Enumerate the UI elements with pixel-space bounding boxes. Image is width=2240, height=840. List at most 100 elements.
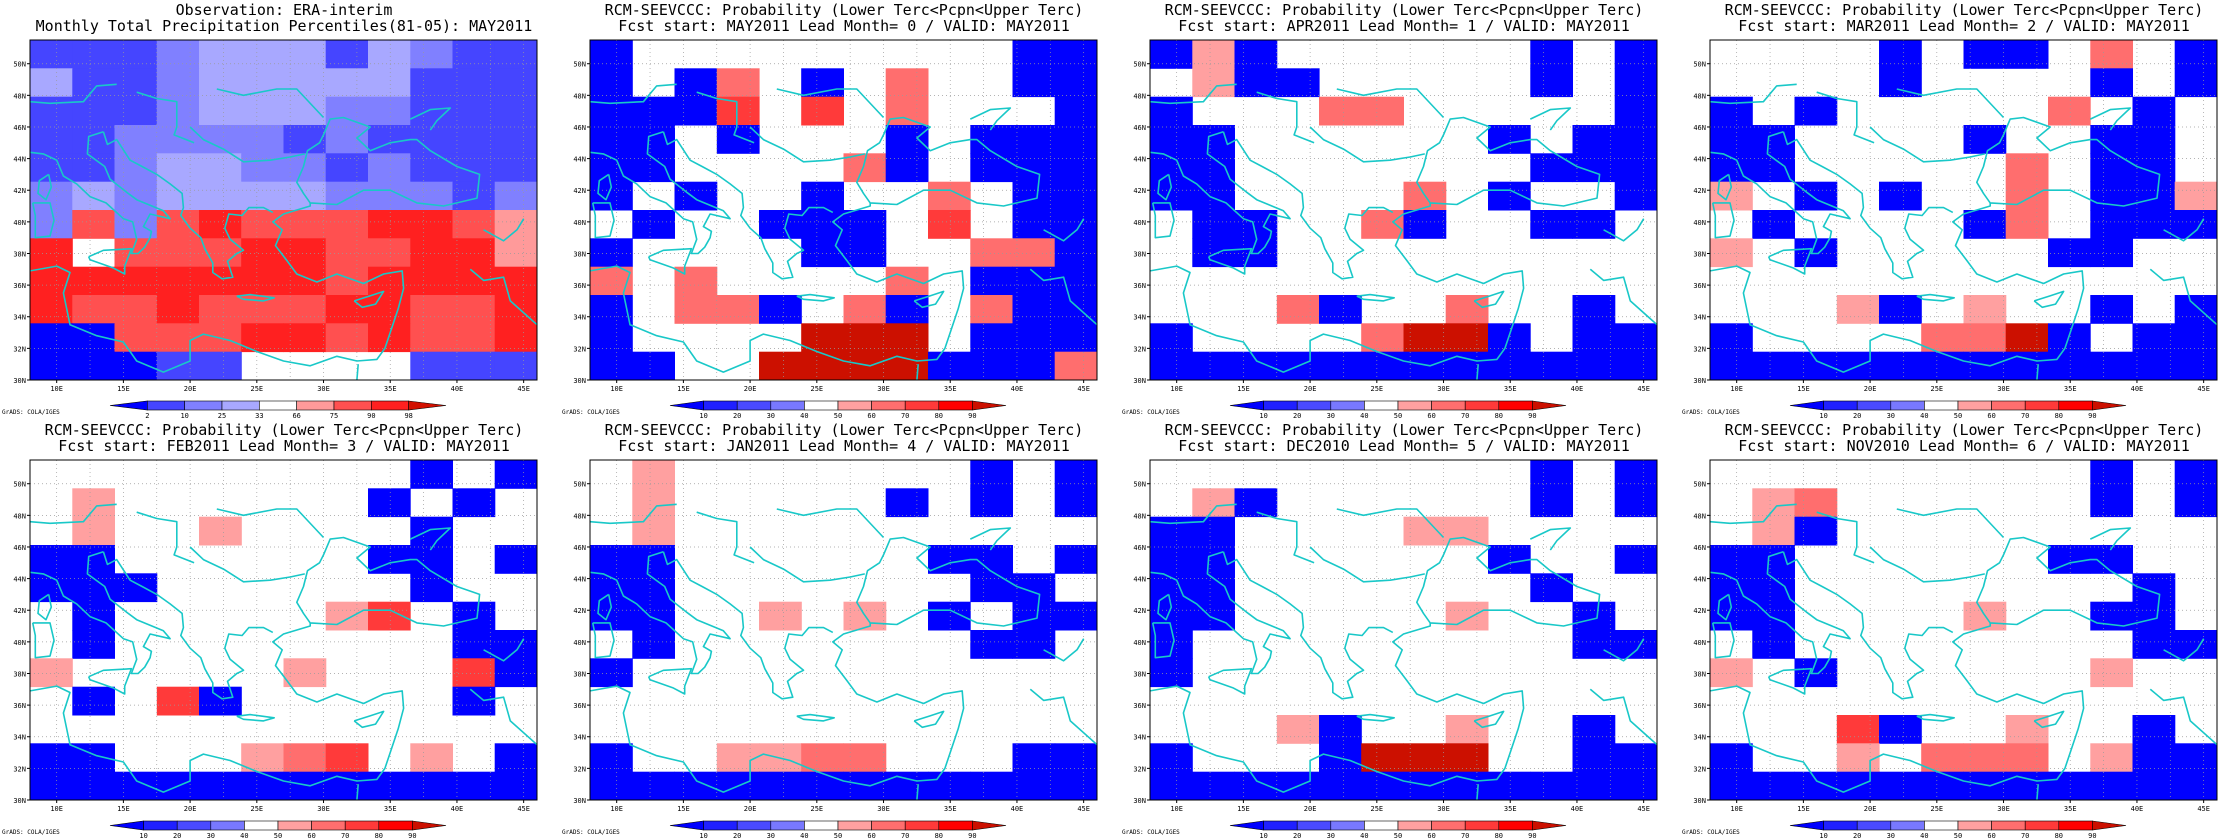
lat-tick-label: 40N [1693,639,1706,647]
colorbar-label: 80 [2055,412,2063,420]
colorbar: 10 20 30 40 50 60 70 80 90 [1789,400,2127,420]
lon-tick-label: 45E [2197,805,2210,813]
grid-cell [1150,323,1193,353]
coastline [1222,551,1394,700]
lat-tick-label: 38N [1693,670,1706,678]
lat-tick-label: 50N [1133,481,1146,489]
grid-cell [1361,771,1404,800]
colorbar-segment [1498,820,1533,831]
grid-cell [156,266,200,296]
lat-tick-label: 38N [1133,670,1146,678]
colorbar-segment [1464,400,1500,411]
colorbar-segment [109,400,148,411]
grid-cell [410,743,453,773]
grid-cell [632,630,675,659]
lat-tick-label: 38N [573,250,586,258]
grid-cell [2132,181,2176,211]
grid-cell [283,125,327,154]
grid-cell [30,295,73,324]
colorbar-label: 30 [1887,412,1895,420]
colorbar-segment [1823,820,1858,831]
grid-cell [1054,743,1097,773]
grid-cell [1752,545,1795,574]
coastline [1710,503,1797,525]
grid-cell [1319,715,1362,744]
grid-cell [759,771,802,800]
grid-cell [2090,295,2133,324]
grid-cell [1879,771,1922,800]
grid-cell [632,516,675,546]
colorbar: 10 20 30 40 50 60 70 80 90 [1229,820,1567,840]
coastline [189,126,305,163]
grid-cell [452,601,496,631]
colorbar-segment [244,820,279,831]
grid-cell [801,351,844,380]
coastline [1473,290,1505,309]
grid-cell [1530,771,1573,800]
grid-cell [410,266,453,296]
grid-cell [325,323,369,353]
colorbar: 10 20 30 40 50 60 70 80 90 [1789,820,2127,840]
lon-tick-label: 20E [184,385,197,393]
colorbar-segment [736,820,772,831]
grid-cell [452,68,496,98]
grid-cell [2174,181,2217,211]
coastline [590,550,731,675]
grid-cell [368,210,411,239]
coastline [236,293,275,302]
grid-cell [1921,771,1964,800]
coastline [1473,710,1505,729]
grid-cell [2174,743,2217,773]
lat-tick-label: 42N [573,607,586,615]
colorbar-segment [344,820,380,831]
lon-tick-label: 25E [1370,805,1383,813]
grid-cell [452,658,496,688]
colorbar-label: 40 [800,832,808,840]
coastline [216,508,325,539]
coastline [647,247,693,275]
grid-cell [1530,573,1573,603]
colorbar-segment [871,820,906,831]
panel-title-line2: Fcst start: FEB2011 Lead Month= 3 / VALI… [58,437,510,455]
grid-cell [1150,40,1193,69]
grid-cell [1054,238,1097,268]
grid-cell [2090,351,2133,380]
coastline [1256,511,1315,564]
map-panel-lead2: RCM-SEEVCCC: Probability (Lower Terc<Pcp… [1682,1,2218,420]
coastline [2149,268,2217,326]
grid-cell [494,238,537,268]
grid-cell [632,210,675,239]
grid-cell [843,295,887,324]
grid-cell [1614,488,1657,518]
panel-title-line2: Fcst start: JAN2011 Lead Month= 4 / VALI… [618,437,1070,455]
lat-tick-label: 50N [1693,61,1706,69]
grid-cell [72,488,115,518]
colorbar-label: 33 [255,412,263,420]
coastline [2163,218,2205,242]
grid-cell [1012,351,1056,380]
grid-cell [2132,743,2176,773]
grid-cell [452,323,496,353]
grid-cell [2132,630,2176,659]
grid-cell [1403,771,1447,800]
colorbar-label: 90 [408,832,416,840]
lat-tick-label: 50N [573,481,586,489]
grid-cell [1054,153,1097,183]
lat-tick-label: 44N [13,576,26,584]
colorbar-segment [1856,820,1892,831]
colorbar-segment [1890,400,1925,411]
colorbar-label: 90 [1528,412,1536,420]
coastline [1589,268,1657,326]
grid-cell [241,125,284,154]
grid-cell [2174,488,2217,518]
lon-tick-label: 25E [810,805,823,813]
lat-tick-label: 48N [1693,512,1706,520]
coastline [236,713,275,722]
coastline [1029,268,1097,326]
colorbar-label: 80 [1495,832,1503,840]
lat-tick-label: 32N [1693,765,1706,773]
grid-cell [590,266,633,296]
lat-tick-label: 34N [573,734,586,742]
grid-cell [1012,295,1056,324]
grid-cell [1150,545,1193,574]
